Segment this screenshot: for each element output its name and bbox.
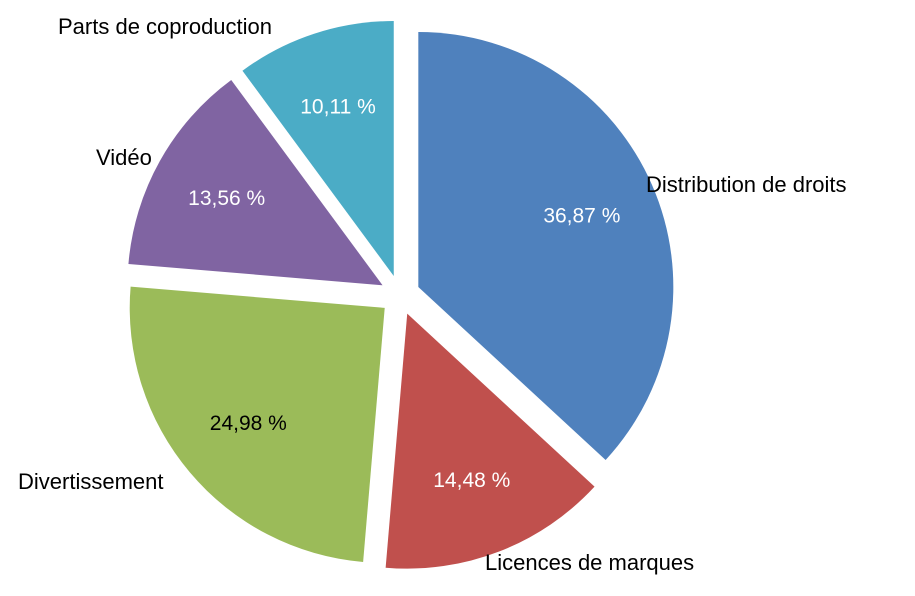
label-distribution-de-droits: Distribution de droits	[646, 172, 847, 197]
value-label-parts-de-coproduction: 10,11 %	[300, 95, 376, 118]
value-label-video: 13,56 %	[188, 187, 265, 210]
category-labels: Distribution de droits Licences de marqu…	[18, 14, 847, 575]
value-label-divertissement: 24,98 %	[210, 412, 287, 435]
slice-parts-de-coproduction	[242, 21, 394, 277]
value-label-distribution-de-droits: 36,87 %	[543, 204, 620, 227]
slice-distribution-de-droits	[418, 31, 674, 461]
slice-divertissement	[129, 286, 385, 562]
label-divertissement: Divertissement	[18, 469, 163, 494]
label-licences-de-marques: Licences de marques	[485, 550, 694, 575]
label-parts-de-coproduction: Parts de coproduction	[58, 14, 272, 39]
value-labels: 36,87 % 14,48 % 24,98 % 13,56 % 10,11 %	[188, 95, 620, 492]
slice-licences-de-marques	[385, 313, 595, 569]
slice-video	[128, 79, 383, 286]
value-label-licences-de-marques: 14,48 %	[433, 469, 510, 492]
pie-slices	[128, 21, 674, 569]
label-video: Vidéo	[96, 145, 152, 170]
